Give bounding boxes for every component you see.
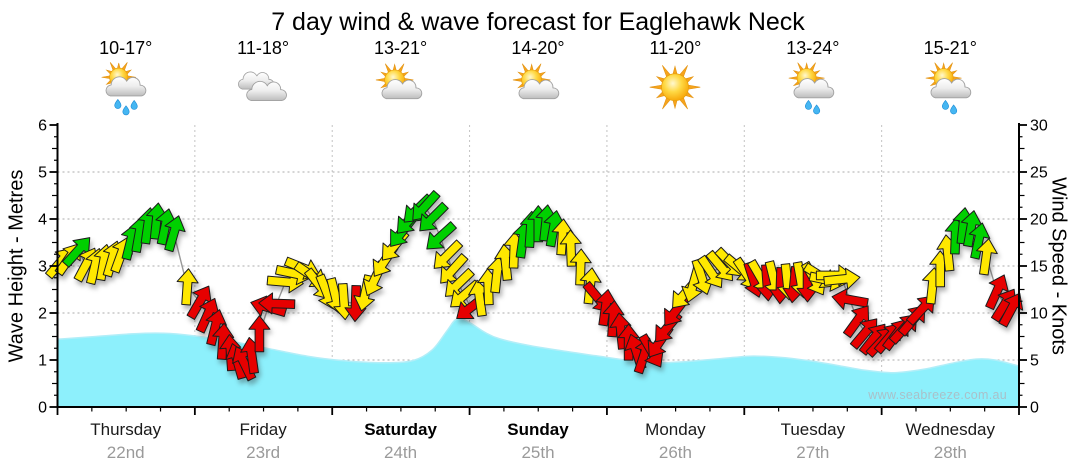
light-showers-icon <box>925 62 972 115</box>
wind-arrow <box>212 322 235 360</box>
axes: 0 1 2 3 4 5 6 0 5 10 15 20 25 30 <box>38 118 1048 417</box>
wind-arrow <box>831 288 869 310</box>
weather-icon-cell <box>194 60 331 118</box>
day-name-label: Monday <box>645 420 706 439</box>
temperature-row: 10-17° 11-18° 13-21° 14-20° 11-20° 13-24° 15-2… <box>57 38 1019 59</box>
day-date-label: 25th <box>521 443 555 462</box>
day-name-label: Saturday <box>364 420 437 439</box>
wave-tick-label: 0 <box>38 400 47 417</box>
day-dates-row: 22nd 23rd 24th 25th 26th 27th 28th <box>57 443 1019 463</box>
wave-height-area <box>56 317 1020 408</box>
day-date-label: 23rd <box>246 443 281 462</box>
weather-icon-cell <box>469 60 606 118</box>
weather-icon-cell <box>57 60 194 118</box>
wind-arrow <box>985 274 1009 311</box>
wind-tick-label: 20 <box>1030 212 1048 229</box>
chart-title: 7 day wind & wave forecast for Eaglehawk… <box>271 8 805 36</box>
wave-tick-label: 2 <box>38 306 47 323</box>
wind-tick-label: 25 <box>1030 165 1048 182</box>
cloudy-icon <box>238 71 288 101</box>
temperature-range-label: 14-20° <box>511 38 565 58</box>
temperature-range-label: 15-21° <box>923 38 977 58</box>
wave-tick-label: 1 <box>38 353 47 370</box>
day-date-label: 28th <box>933 443 967 462</box>
temperature-range-label: 13-21° <box>373 38 428 58</box>
wind-arrow <box>559 229 582 267</box>
wave-axis-label: Wave Height - Metres <box>5 169 28 363</box>
wind-tick-label: 15 <box>1030 259 1048 276</box>
wind-arrow <box>998 292 1024 328</box>
temperature-range-label: 11-18° <box>237 38 290 58</box>
weather-icons-row <box>57 60 1019 118</box>
wind-tick-label: 10 <box>1030 306 1048 323</box>
wind-tick-label: 5 <box>1030 353 1039 370</box>
wind-arrows <box>45 190 1024 382</box>
wind-arrow <box>569 248 592 286</box>
wind-arrow <box>823 267 861 290</box>
watermark-text: www.seabreeze.com.au <box>868 388 1007 402</box>
wave-tick-label: 4 <box>38 212 47 229</box>
day-date-label: 26th <box>658 443 692 462</box>
wave-tick-label: 3 <box>38 259 47 276</box>
partly-cloudy-icon <box>375 63 422 100</box>
day-names-row: Thursday Friday Saturday Sunday Monday Tuesda… <box>57 420 1019 440</box>
temperature-range-label: 13-24° <box>786 38 840 58</box>
showers-icon <box>101 62 146 116</box>
wind-arrow <box>968 222 991 260</box>
wave-tick-label: 5 <box>38 165 47 182</box>
day-name-label: Tuesday <box>780 420 846 439</box>
partly-cloudy-icon <box>512 63 560 100</box>
day-date-label: 24th <box>384 443 418 462</box>
day-date-label: 22nd <box>106 443 145 462</box>
wind-arrow <box>976 238 998 276</box>
wave-tick-label: 6 <box>38 118 47 135</box>
weather-icon-cell <box>882 60 1019 118</box>
wind-arrow <box>419 201 449 232</box>
wind-arrow <box>248 315 271 353</box>
temperature-range-label: 11-20° <box>649 38 702 58</box>
wind-arrow <box>426 221 457 250</box>
day-name-label: Sunday <box>507 420 569 439</box>
wind-tick-label: 0 <box>1030 400 1039 417</box>
sunny-icon <box>650 65 701 110</box>
day-name-label: Thursday <box>90 420 162 439</box>
day-date-label: 27th <box>796 443 830 462</box>
day-name-label: Wednesday <box>905 420 996 439</box>
weather-icon-cell <box>607 60 744 118</box>
wind-tick-label: 30 <box>1030 118 1048 135</box>
day-name-label: Friday <box>239 420 287 439</box>
wind-arrow <box>164 215 186 253</box>
weather-icon-cell <box>744 60 881 118</box>
wind-arrow <box>176 268 199 306</box>
weather-icon-cell <box>332 60 469 118</box>
light-showers-icon <box>788 62 835 115</box>
wind-arrow <box>602 300 625 338</box>
temperature-range-label: 10-17° <box>99 38 153 58</box>
wind-arrow <box>258 292 296 315</box>
wind-axis-label: Wind Speed - Knots <box>1047 177 1070 355</box>
